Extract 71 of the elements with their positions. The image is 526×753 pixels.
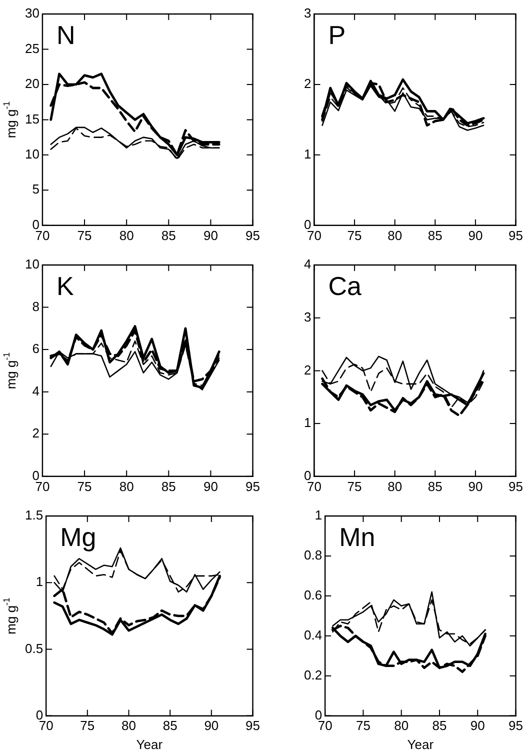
y-tick-label: 3 xyxy=(304,309,312,324)
y-tick-label: 2 xyxy=(304,76,312,92)
y-tick-label: 0 xyxy=(32,216,40,232)
y-tick-label: 10 xyxy=(24,256,40,272)
x-tick-label: 85 xyxy=(161,478,176,494)
x-tick-label: 90 xyxy=(470,718,485,734)
x-tick-label: 85 xyxy=(161,228,176,243)
x-tick-label: 75 xyxy=(347,228,362,243)
x-tick-label: 95 xyxy=(246,478,260,494)
y-tick-label: 0 xyxy=(32,468,40,483)
y-tick-label: 3 xyxy=(304,6,312,21)
y-tick-label: 8 xyxy=(32,298,40,314)
x-tick-label: 85 xyxy=(162,718,178,734)
y-tick-label: 1 xyxy=(36,574,44,590)
x-tick-label: 90 xyxy=(468,228,483,243)
y-tick-label: 30 xyxy=(24,6,40,21)
x-tick-label: 90 xyxy=(203,478,218,494)
y-tick-label: 4 xyxy=(304,256,312,272)
x-tick-label: 80 xyxy=(394,718,409,734)
y-tick-label: 0.6 xyxy=(304,588,322,602)
x-axis-title: Year xyxy=(136,736,164,752)
x-tick-label: 95 xyxy=(508,478,524,494)
chart-title: Mn xyxy=(339,522,376,552)
chart-title: K xyxy=(56,271,74,302)
x-tick-label: 75 xyxy=(77,478,92,494)
x-tick-label: 95 xyxy=(246,718,260,734)
y-tick-label: 1.5 xyxy=(24,508,44,523)
x-tick-label: 80 xyxy=(122,718,136,734)
y-tick-label: 0.5 xyxy=(24,640,44,656)
y-tick-label: 6 xyxy=(32,341,40,356)
y-tick-label: 1 xyxy=(314,508,322,523)
y-axis-title: mg g-1 xyxy=(1,101,19,138)
chart-title: N xyxy=(56,20,76,50)
y-tick-label: 1 xyxy=(304,146,312,162)
x-tick-label: 85 xyxy=(432,718,447,734)
x-tick-label: 85 xyxy=(428,478,442,494)
x-tick-label: 95 xyxy=(508,228,524,243)
y-tick-label: 10 xyxy=(24,146,40,162)
x-tick-label: 85 xyxy=(428,228,442,243)
x-tick-label: 95 xyxy=(508,718,524,734)
y-tick-label: 2 xyxy=(32,426,40,441)
x-tick-label: 75 xyxy=(80,718,95,734)
y-tick-label: 25 xyxy=(24,40,40,56)
x-tick-label: 80 xyxy=(119,228,134,243)
x-tick-label: 75 xyxy=(356,718,370,734)
chart-title: Ca xyxy=(328,271,362,302)
y-tick-label: 15 xyxy=(24,111,40,126)
y-tick-label: 0 xyxy=(304,468,312,483)
x-axis-title: Year xyxy=(407,736,434,752)
y-tick-label: 20 xyxy=(24,76,40,92)
x-tick-label: 90 xyxy=(204,718,219,734)
x-tick-label: 75 xyxy=(77,228,92,243)
x-tick-label: 75 xyxy=(347,478,362,494)
chart-title: Mg xyxy=(60,522,96,552)
y-tick-label: 1 xyxy=(304,415,312,430)
y-tick-label: 2 xyxy=(304,362,312,378)
x-tick-label: 95 xyxy=(246,228,260,243)
chart-title: P xyxy=(328,20,346,50)
x-tick-label: 80 xyxy=(388,228,402,243)
x-tick-label: 90 xyxy=(203,228,218,243)
y-tick-label: 5 xyxy=(32,182,40,197)
y-axis-title: mg g-1 xyxy=(1,597,19,634)
x-tick-label: 80 xyxy=(388,478,402,494)
y-tick-label: 0.8 xyxy=(304,548,322,563)
y-tick-label: 0.4 xyxy=(304,627,322,642)
y-tick-label: 0.2 xyxy=(304,667,322,682)
x-tick-label: 80 xyxy=(119,478,134,494)
y-tick-label: 0 xyxy=(304,216,312,232)
y-tick-label: 4 xyxy=(32,383,40,398)
x-tick-label: 90 xyxy=(468,478,483,494)
y-axis-title: mg g-1 xyxy=(1,352,19,390)
